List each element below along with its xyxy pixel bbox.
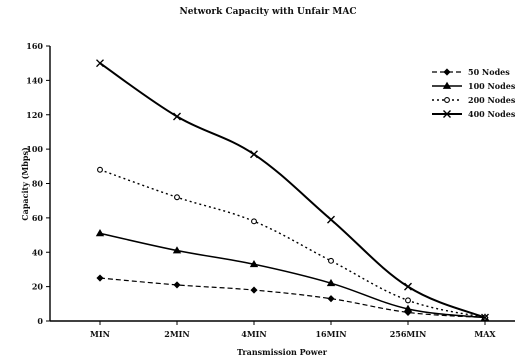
x-tick-label: MIN xyxy=(90,329,110,339)
y-tick-label: 120 xyxy=(26,110,43,120)
axes: 0 20 40 60 80 100 120 140 160 MIN 2MIN 4MIN 16MIN 256… xyxy=(26,41,515,339)
y-tick-label: 160 xyxy=(26,41,43,51)
legend-item-400-nodes: 400 Nodes xyxy=(432,109,516,119)
chart-title: Network Capacity with Unfair MAC xyxy=(179,7,356,17)
data-point-100-nodes xyxy=(403,304,413,312)
data-point-100-nodes xyxy=(172,246,182,254)
data-point-400-nodes xyxy=(173,112,181,121)
legend-item-50-nodes: 50 Nodes xyxy=(432,67,510,77)
y-tick-label: 60 xyxy=(32,213,44,223)
data-point-200-nodes xyxy=(405,297,411,304)
data-point-400-nodes xyxy=(96,59,104,68)
data-point-100-nodes xyxy=(249,259,259,268)
data-point-50-nodes xyxy=(96,274,104,282)
legend-marker xyxy=(444,97,450,103)
series-line-50-nodes xyxy=(99,277,486,319)
y-axis-label: Capacity (Mbps) xyxy=(20,147,30,221)
legend: 50 Nodes 100 Nodes 200 Nodes 400 Nodes xyxy=(432,67,516,119)
data-point-400-nodes xyxy=(327,215,335,224)
data-point-100-nodes xyxy=(95,229,105,237)
series-400-nodes xyxy=(96,59,489,322)
y-tick-label: 80 xyxy=(32,179,44,189)
data-point-50-nodes xyxy=(173,281,181,289)
legend-label: 200 Nodes xyxy=(468,95,516,105)
data-point-50-nodes xyxy=(327,295,335,303)
x-tick-label: 256MIN xyxy=(390,329,427,339)
legend-item-200-nodes: 200 Nodes xyxy=(432,95,516,105)
x-axis-label: Transmission Power xyxy=(237,347,328,357)
series-100-nodes xyxy=(95,229,490,321)
data-point-400-nodes xyxy=(250,150,258,159)
series-line-200-nodes xyxy=(99,169,486,319)
legend-marker xyxy=(443,68,451,76)
series-line-100-nodes xyxy=(99,232,486,319)
x-tick-label: 4MIN xyxy=(241,329,266,339)
data-point-400-nodes xyxy=(404,282,412,291)
y-tick-label: 40 xyxy=(32,247,44,257)
legend-label: 50 Nodes xyxy=(468,67,510,77)
data-point-200-nodes xyxy=(97,166,103,173)
legend-marker xyxy=(443,110,451,118)
data-point-200-nodes xyxy=(174,194,180,201)
data-point-200-nodes xyxy=(328,257,334,264)
y-tick-label: 20 xyxy=(32,282,44,292)
x-tick-label: 2MIN xyxy=(164,329,189,339)
data-point-200-nodes xyxy=(251,218,257,225)
series-line-400-nodes xyxy=(99,62,486,319)
data-point-100-nodes xyxy=(326,278,336,287)
legend-marker xyxy=(442,81,452,89)
legend-label: 400 Nodes xyxy=(468,109,516,119)
series-layer xyxy=(95,59,490,322)
data-point-400-nodes xyxy=(481,313,489,322)
x-tick-label: MAX xyxy=(474,329,496,339)
legend-label: 100 Nodes xyxy=(468,81,516,91)
legend-item-100-nodes: 100 Nodes xyxy=(432,81,516,91)
y-tick-label: 100 xyxy=(26,144,43,154)
y-tick-label: 0 xyxy=(37,316,43,326)
y-tick-label: 140 xyxy=(26,75,43,85)
data-point-50-nodes xyxy=(250,286,258,294)
x-tick-label: 16MIN xyxy=(315,329,346,339)
